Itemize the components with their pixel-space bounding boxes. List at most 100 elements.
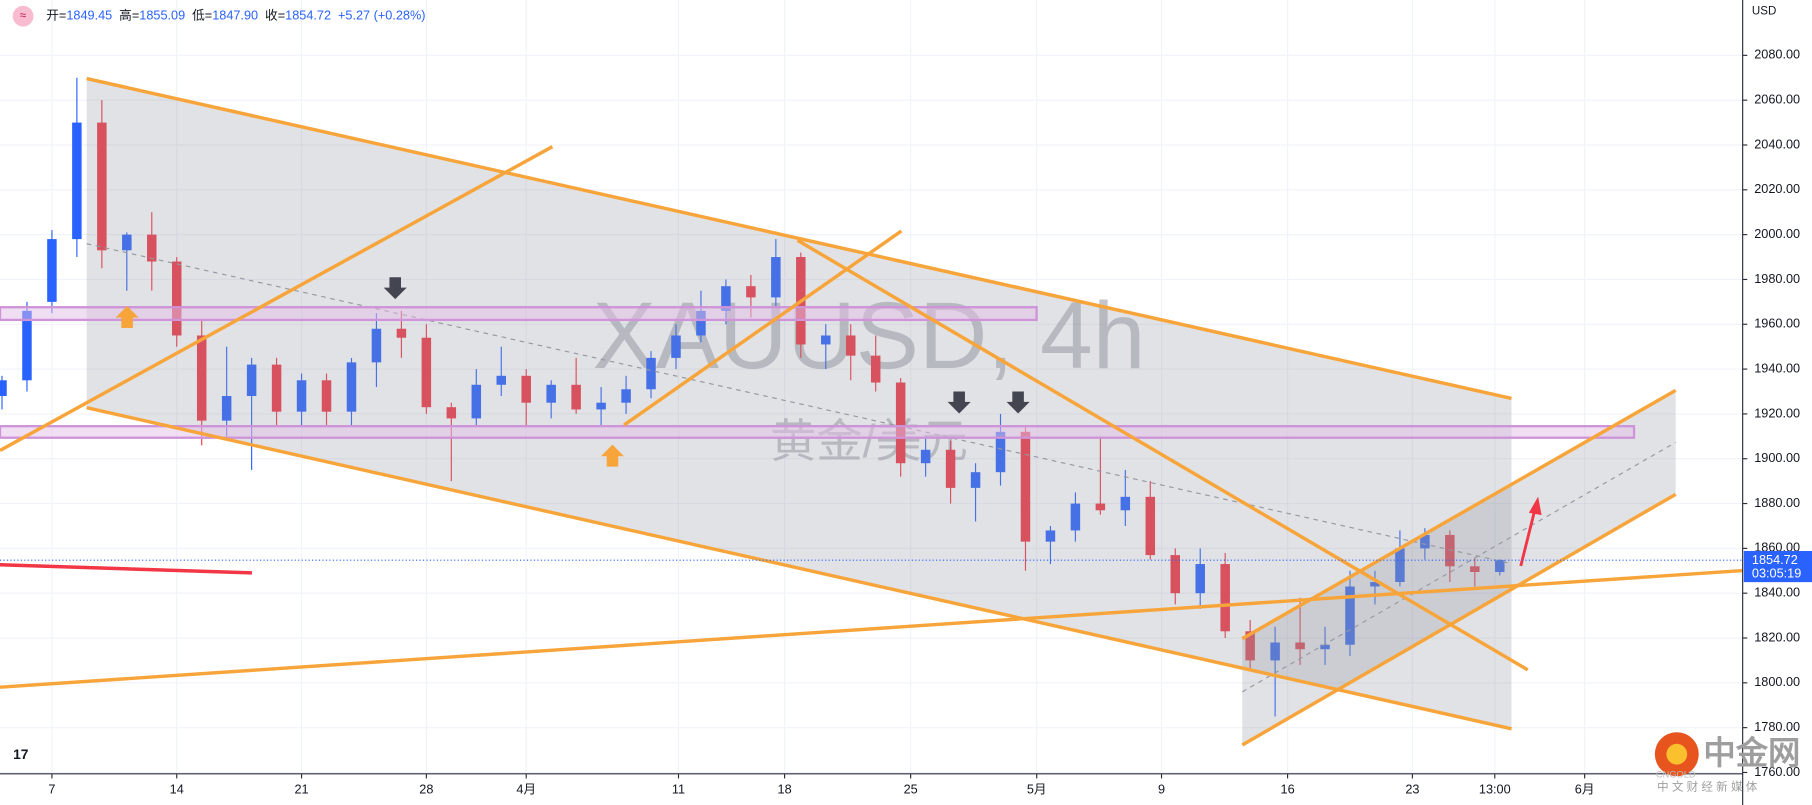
candle-body (945, 449, 956, 488)
candle-body (346, 362, 357, 412)
axis-unit: USD (1752, 6, 1776, 18)
candle-body (496, 375, 506, 385)
candle-body (1420, 534, 1430, 549)
trend-line (86, 406, 1512, 731)
legend-value: 1855.09 (139, 9, 185, 23)
up-arrow (600, 444, 625, 467)
candle-body (995, 431, 1006, 473)
candle-body (1020, 431, 1031, 542)
y-tick-label: 1820.00 (1754, 630, 1800, 644)
x-tick-label: 16 (1281, 782, 1295, 796)
candle-body (471, 384, 482, 419)
candle-body (171, 261, 182, 336)
watermark-title: XAUUSD, 4h (593, 283, 1146, 389)
tv-logo[interactable] (6, 741, 35, 767)
y-tick-label: 1980.00 (1754, 272, 1800, 286)
candle-body (396, 328, 407, 338)
candle-body (296, 380, 307, 412)
y-tick-label: 2040.00 (1754, 137, 1800, 151)
x-tick-label: 7 (48, 782, 55, 796)
tv-logo-glyph[interactable]: 17 (13, 746, 29, 762)
watermark-subtitle: 黄金/美元 (770, 415, 968, 467)
y-tick-label: 1900.00 (1754, 451, 1800, 465)
candle-body (970, 472, 981, 488)
down-arrow (947, 391, 971, 414)
legend-label: 开= (46, 9, 66, 23)
candle-body (97, 122, 107, 251)
symbol-icon (12, 5, 34, 27)
candle-body (621, 389, 631, 403)
drawings (0, 76, 1743, 747)
candle-body (1245, 631, 1255, 661)
legend-value: 1854.72 (285, 9, 331, 23)
candle-body (1145, 496, 1156, 556)
candle-body (22, 310, 32, 381)
candle-body (1170, 555, 1180, 594)
brand-name: 中金网 (1703, 735, 1800, 771)
y-tick-label: 1940.00 (1754, 361, 1800, 375)
trend-line (796, 238, 1529, 672)
channel-midline (1241, 441, 1676, 693)
trend-line (1241, 492, 1677, 747)
trend-line (623, 229, 903, 427)
candle-body (221, 395, 232, 421)
legend-label: 低= (192, 9, 212, 23)
candle-body (1345, 586, 1355, 645)
candle-body (1445, 534, 1455, 567)
y-tick-label: 2020.00 (1754, 182, 1800, 196)
candle-body (746, 286, 756, 298)
y-tick-label: 2060.00 (1754, 93, 1800, 107)
down-arrow (383, 277, 407, 300)
candle-body (446, 407, 457, 419)
up-arrow (115, 306, 139, 329)
zone (0, 306, 1038, 322)
candle-body (371, 328, 382, 363)
candle-body (546, 384, 556, 403)
x-tick-label: 21 (294, 782, 308, 796)
y-tick-label: 1920.00 (1754, 406, 1800, 420)
x-tick-label: 23 (1405, 782, 1419, 796)
candle-body (596, 402, 606, 410)
last-price-tag (1743, 550, 1812, 583)
x-tick-label: 6月 (1575, 782, 1595, 796)
candle-body (1045, 530, 1056, 542)
ohlc-header: ≈ 开= 1849.45 高= 1855.09 低= 1847.90 收= 1854.72 +5… (12, 5, 425, 27)
brand-latin: CNGOLD (1656, 769, 1696, 779)
candle-body (1270, 642, 1280, 661)
candle-body (47, 239, 57, 302)
candle-body (0, 380, 7, 396)
down-arrow (1006, 391, 1030, 414)
candle-body (246, 364, 257, 396)
time-axis-bg (0, 773, 1812, 805)
zone (0, 425, 1636, 439)
y-tick-label: 1780.00 (1754, 720, 1800, 734)
candle-body (1470, 566, 1480, 573)
candle-body (821, 335, 831, 345)
legend-value: 1847.90 (212, 9, 258, 23)
y-tick-label: 2080.00 (1754, 48, 1800, 62)
candle-body (72, 122, 82, 240)
trend-line (86, 76, 1512, 401)
watermark: XAUUSD, 4h 黄金/美元 (593, 283, 1146, 467)
x-tick-label: 14 (170, 782, 184, 796)
candle-body (321, 380, 332, 412)
candle-body (696, 310, 706, 336)
candle-body (421, 337, 432, 408)
candle-body (870, 355, 881, 383)
candle-body (521, 375, 531, 403)
last-price-label: 1854.72 (1752, 553, 1798, 567)
candle-body (920, 449, 931, 464)
candle-body (1120, 496, 1131, 511)
candle-body (1370, 581, 1380, 587)
candle-body (1070, 503, 1081, 531)
x-tick-label: 28 (419, 782, 433, 796)
red-line (0, 563, 252, 575)
y-tick-label: 1960.00 (1754, 317, 1800, 331)
candle-body (771, 257, 781, 298)
red-arrow (1519, 510, 1537, 567)
x-tick-label: 13:00 (1479, 782, 1511, 796)
x-tick-label: 18 (778, 782, 792, 796)
x-tick-label: 11 (672, 782, 685, 796)
candle-body (1095, 503, 1106, 511)
y-tick-label: 1800.00 (1754, 675, 1800, 689)
